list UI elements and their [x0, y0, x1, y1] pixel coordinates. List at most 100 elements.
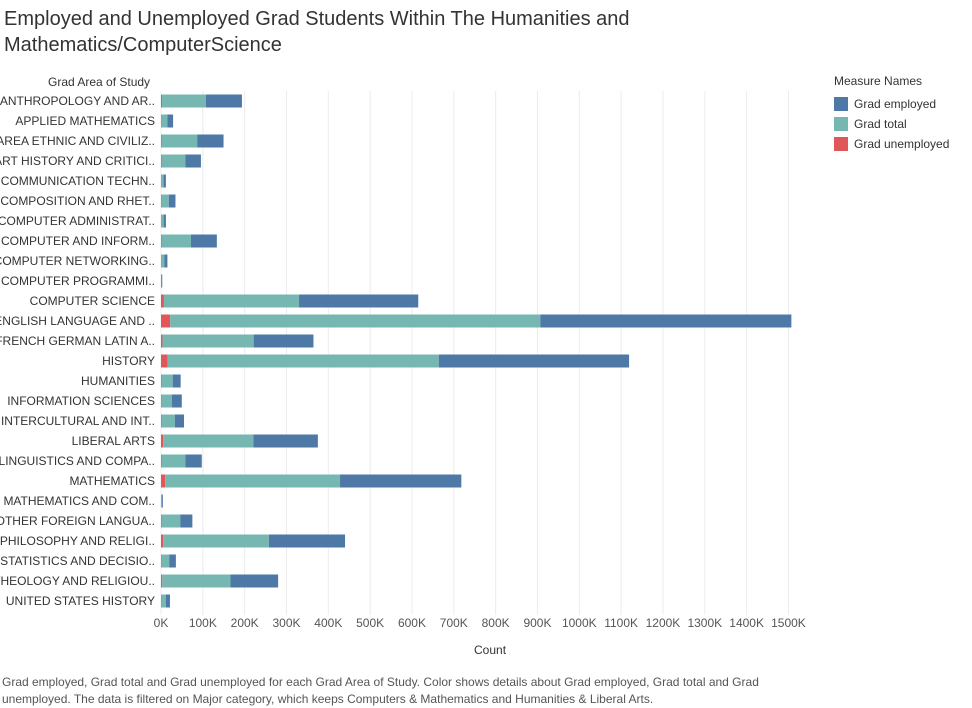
- legend-label-grad-employed: Grad employed: [854, 97, 937, 111]
- category-label: ART HISTORY AND CRITICI..: [0, 154, 155, 168]
- x-tick-label: 300K: [272, 616, 300, 630]
- category-label: UNITED STATES HISTORY: [6, 594, 155, 608]
- bar-grad-employed: [168, 194, 176, 208]
- bar-grad-employed: [253, 334, 314, 348]
- legend: Measure Names Grad employed Grad total G…: [834, 74, 970, 154]
- bar-grad-total: [161, 254, 165, 268]
- bar-grad-unemployed: [161, 314, 171, 328]
- category-label: FRENCH GERMAN LATIN A..: [0, 334, 155, 348]
- legend-swatch-grad-employed: [834, 97, 848, 111]
- bar-grad-unemployed: [161, 374, 162, 388]
- x-tick-label: 100K: [189, 616, 217, 630]
- legend-item-grad-unemployed[interactable]: Grad unemployed: [834, 134, 970, 154]
- bar-grad-employed: [171, 394, 182, 408]
- bar-grad-total: [163, 534, 269, 548]
- category-label: STATISTICS AND DECISIO..: [0, 554, 155, 568]
- bar-grad-employed: [190, 234, 217, 248]
- bar-grad-unemployed: [161, 354, 168, 368]
- x-tick-label: 1300K: [687, 616, 722, 630]
- bar-grad-unemployed: [161, 334, 163, 348]
- category-label: LIBERAL ARTS: [72, 434, 155, 448]
- category-label: PHILOSOPHY AND RELIGI..: [0, 534, 155, 548]
- legend-swatch-grad-total: [834, 117, 848, 131]
- bar-grad-employed: [230, 574, 279, 588]
- bar-grad-total: [161, 214, 164, 228]
- category-axis-title: Grad Area of Study: [48, 75, 151, 89]
- bar-grad-employed: [299, 294, 419, 308]
- bar-grad-total: [161, 114, 168, 128]
- category-label: COMPOSITION AND RHET..: [0, 194, 155, 208]
- category-label: THEOLOGY AND RELIGIOU..: [0, 574, 155, 588]
- bar-grad-unemployed: [161, 294, 164, 308]
- bar-grad-unemployed: [161, 534, 164, 548]
- legend-item-grad-employed[interactable]: Grad employed: [834, 94, 970, 114]
- category-label: COMPUTER ADMINISTRAT..: [0, 214, 155, 228]
- x-tick-label: 1500K: [771, 616, 806, 630]
- bar-grad-employed: [438, 354, 630, 368]
- bar-grad-total: [161, 194, 169, 208]
- bar-grad-total: [161, 494, 163, 508]
- x-tick-label: 0K: [154, 616, 169, 630]
- bar-grad-total: [161, 394, 172, 408]
- category-label: INFORMATION SCIENCES: [7, 394, 155, 408]
- category-label: APPLIED MATHEMATICS: [15, 114, 155, 128]
- bar-grad-employed: [174, 414, 185, 428]
- bar-grad-total: [161, 134, 198, 148]
- legend-title: Measure Names: [834, 74, 923, 88]
- bar-grad-employed: [205, 94, 242, 108]
- bar-grad-total: [161, 554, 170, 568]
- legend-item-grad-total[interactable]: Grad total: [834, 114, 970, 134]
- x-tick-label: 500K: [356, 616, 384, 630]
- bar-grad-total: [162, 334, 254, 348]
- chart-caption: Grad employed, Grad total and Grad unemp…: [2, 675, 759, 706]
- bar-grad-unemployed: [161, 574, 163, 588]
- bar-grad-total: [170, 314, 541, 328]
- bar-grad-unemployed: [161, 414, 162, 428]
- bar-grad-employed: [169, 554, 176, 568]
- bar-grad-unemployed: [161, 434, 164, 448]
- category-label: HISTORY: [102, 354, 155, 368]
- bar-grad-total: [161, 174, 164, 188]
- bar-grad-employed: [185, 454, 202, 468]
- bar-grad-total: [161, 514, 181, 528]
- category-label: COMPUTER PROGRAMMI..: [1, 274, 155, 288]
- bar-grad-unemployed: [161, 234, 162, 248]
- legend-swatch-grad-unemployed: [834, 137, 848, 151]
- bar-grad-employed: [185, 154, 201, 168]
- x-tick-label: 700K: [440, 616, 468, 630]
- bar-grad-employed: [161, 274, 163, 288]
- bar-grad-employed: [340, 474, 462, 488]
- bar-grad-employed: [163, 174, 166, 188]
- x-tick-label: 1400K: [729, 616, 764, 630]
- chart-title: Employed and Unemployed Grad Students Wi…: [4, 8, 630, 56]
- bar-grad-total: [161, 274, 162, 288]
- category-label: COMMUNICATION TECHN..: [1, 174, 155, 188]
- category-label: COMPUTER SCIENCE: [30, 294, 155, 308]
- x-tick-label: 400K: [314, 616, 342, 630]
- bar-grad-employed: [167, 114, 174, 128]
- legend-label-grad-total: Grad total: [854, 117, 907, 131]
- category-label: INTERCULTURAL AND INT..: [1, 414, 155, 428]
- bar-grad-unemployed: [161, 514, 162, 528]
- bar-grad-employed: [163, 214, 166, 228]
- x-tick-label: 1200K: [646, 616, 681, 630]
- bar-grad-employed: [162, 494, 163, 508]
- category-label: ENGLISH LANGUAGE AND ..: [0, 314, 155, 328]
- bar-grad-total: [161, 454, 186, 468]
- x-tick-label: 200K: [231, 616, 259, 630]
- category-label: LINGUISTICS AND COMPA..: [0, 454, 155, 468]
- category-label: MATHEMATICS AND COM..: [3, 494, 155, 508]
- bar-grad-total: [163, 434, 254, 448]
- bar-grad-total: [161, 154, 186, 168]
- bar-grad-total: [161, 374, 173, 388]
- bar-grad-total: [161, 414, 175, 428]
- bar-grad-employed: [540, 314, 792, 328]
- bar-grad-total: [161, 234, 191, 248]
- bar-grad-unemployed: [161, 94, 163, 108]
- bar-grad-unemployed: [161, 474, 166, 488]
- category-label: OTHER FOREIGN LANGUA..: [0, 514, 155, 528]
- category-label: COMPUTER AND INFORM..: [1, 234, 155, 248]
- category-label: AREA ETHNIC AND CIVILIZ..: [0, 134, 155, 148]
- legend-label-grad-unemployed: Grad unemployed: [854, 137, 950, 151]
- bar-grad-unemployed: [161, 154, 162, 168]
